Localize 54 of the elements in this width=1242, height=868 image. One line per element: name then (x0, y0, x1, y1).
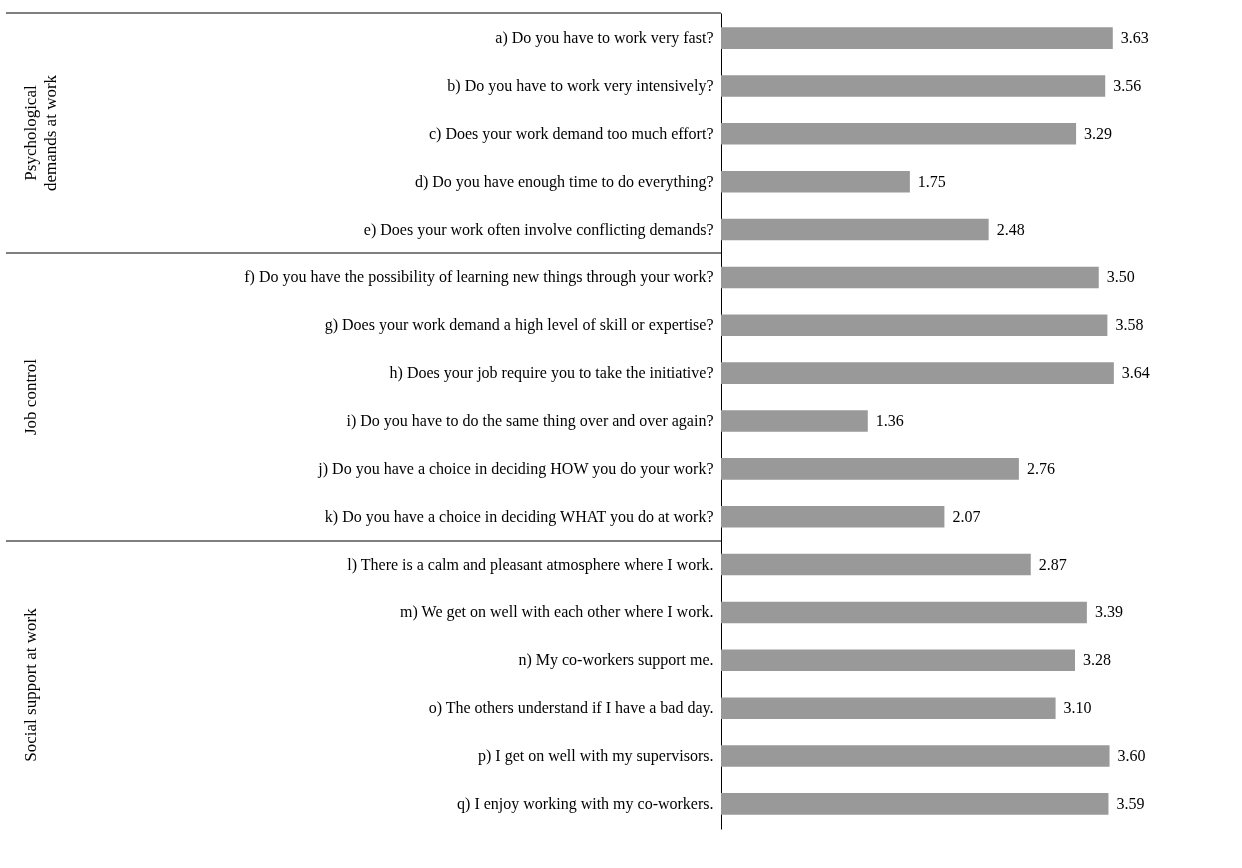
y-tick-label: i) Do you have to do the same thing over and over again? (346, 412, 714, 430)
y-tick-label: e) Does your work often involve conflicting demands? (363, 220, 714, 239)
bar (721, 218, 989, 241)
bar (721, 505, 945, 528)
y-tick-label: m) We get on well with each other where I work. (400, 603, 714, 622)
bar (721, 362, 1114, 384)
data-label: 3.39 (1094, 603, 1123, 621)
bar (721, 410, 868, 432)
data-label: 3.63 (1120, 29, 1149, 47)
y-tick-label: f) Do you have the possibility of learning new things through your work? (244, 268, 714, 287)
y-tick-label: b) Do you have to work very intensively? (447, 76, 714, 95)
y-tick-label: j) Do you have a choice in deciding HOW you do your work? (317, 459, 714, 478)
bar (721, 649, 1075, 672)
bar (721, 75, 1106, 97)
bar (721, 314, 1108, 337)
data-label: 3.56 (1113, 76, 1142, 94)
y-tick-label: l) There is a calm and pleasant atmosphere where I work. (347, 555, 714, 574)
data-label: 1.75 (917, 172, 946, 190)
y-tick-label: c) Does your work demand too much effort? (428, 124, 714, 143)
bar (721, 170, 910, 193)
y-tick-label: h) Does your job require you to take the initiative? (389, 364, 714, 383)
y-tick-label: a) Do you have to work very fast? (495, 29, 714, 48)
bar (721, 793, 1109, 815)
text: Social support at work (21, 607, 40, 762)
bar (721, 266, 1099, 289)
bar (721, 553, 1031, 576)
y-tick-label: k) Do you have a choice in deciding WHAT you do at work? (324, 507, 714, 526)
bar (721, 27, 1113, 49)
text: Job control (21, 358, 40, 436)
y-tick-label: q) I enjoy working with my co-workers. (457, 794, 714, 813)
data-label: 3.10 (1063, 699, 1092, 717)
y-tick-label: o) The others understand if I have a bad day. (428, 699, 714, 718)
y-tick-label: d) Do you have enough time to do everything? (414, 172, 714, 191)
data-label: 3.28 (1083, 651, 1111, 669)
data-label: 1.36 (875, 412, 904, 429)
data-label: 2.87 (1038, 555, 1067, 573)
text: Psychological demands at work (21, 74, 60, 192)
data-label: 3.64 (1121, 364, 1150, 382)
data-label: 3.58 (1115, 316, 1144, 334)
bar (721, 601, 1087, 624)
y-tick-label: g) Does your work demand a high level of skill or expertise? (324, 316, 714, 335)
bar (721, 123, 1077, 145)
bar (721, 745, 1110, 767)
data-label: 3.59 (1116, 794, 1145, 812)
bar (721, 458, 1019, 480)
y-tick-label: n) My co-workers support me. (518, 651, 714, 670)
data-label: 2.07 (952, 507, 981, 525)
y-tick-label: p) I get on well with my supervisors. (477, 747, 714, 766)
data-label: 3.60 (1117, 747, 1146, 765)
data-label: 3.50 (1106, 268, 1135, 286)
bar (721, 697, 1056, 719)
data-label: 3.29 (1084, 124, 1113, 142)
data-label: 2.48 (996, 220, 1025, 238)
data-label: 2.76 (1026, 459, 1055, 477)
